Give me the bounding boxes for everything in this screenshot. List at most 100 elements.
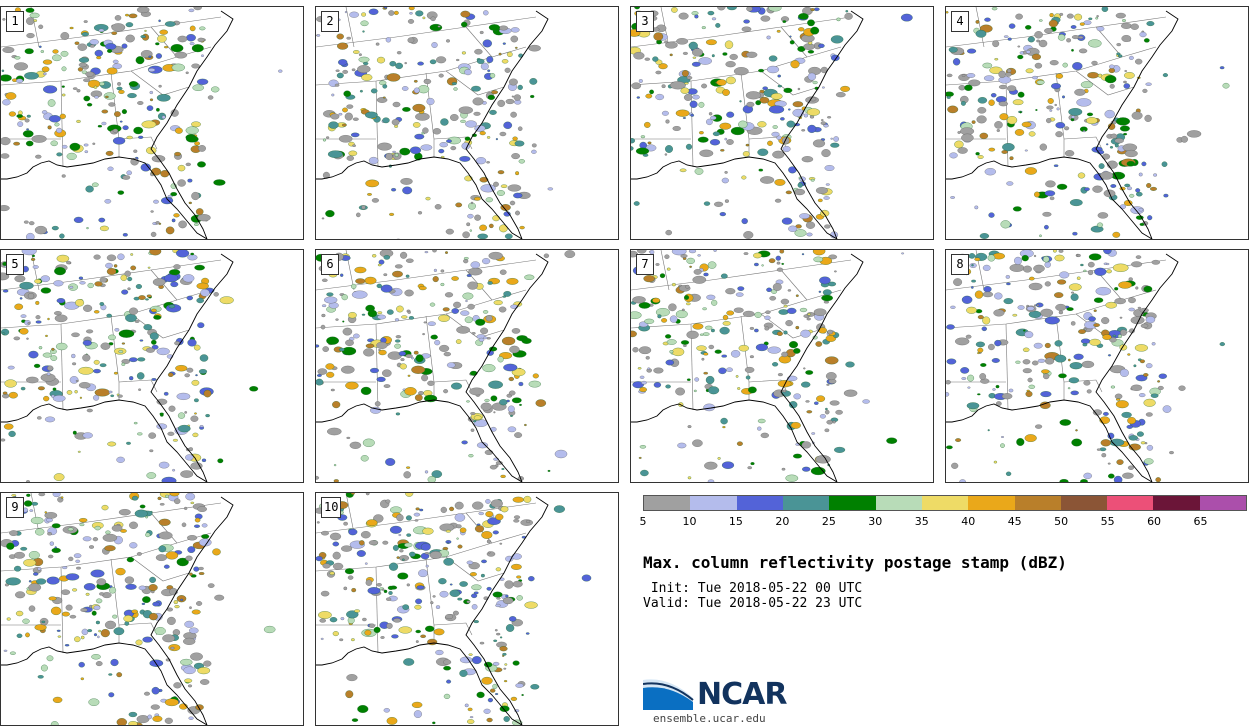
echo-cell (364, 276, 377, 285)
echo-cell (496, 190, 505, 196)
echo-cell (93, 359, 100, 365)
echo-cell (351, 638, 355, 642)
echo-cell (418, 286, 427, 291)
echo-cell (484, 449, 494, 455)
echo-cell (480, 184, 496, 193)
echo-cell (38, 346, 43, 350)
echo-cell (666, 339, 677, 345)
echo-cell (93, 85, 98, 89)
echo-cell (8, 391, 18, 399)
echo-cell (398, 626, 413, 634)
echo-cell (707, 479, 715, 482)
echo-cell (466, 400, 470, 403)
echo-cell (980, 363, 987, 367)
echo-cell (952, 58, 961, 66)
echo-cell (150, 704, 160, 710)
echo-cell (42, 352, 52, 358)
echo-cell (424, 251, 429, 254)
echo-cell (177, 179, 186, 187)
echo-cell (89, 44, 95, 48)
echo-cell (429, 59, 437, 65)
echo-cell (686, 302, 691, 306)
echo-cell (1055, 303, 1067, 311)
echo-cell (676, 38, 689, 45)
echo-cell (440, 269, 445, 273)
echo-cell (699, 131, 704, 135)
echo-cell (8, 111, 16, 117)
echo-cell (389, 61, 397, 67)
echo-cell (1044, 224, 1049, 230)
echo-cell (177, 35, 188, 43)
echo-cell (172, 468, 176, 472)
echo-cell (724, 171, 728, 174)
echo-cell (1003, 298, 1014, 305)
echo-cell (504, 580, 514, 589)
echo-cell (348, 150, 358, 156)
echo-cell (830, 137, 833, 140)
echo-cell (168, 304, 176, 309)
echo-cell (1064, 150, 1075, 157)
echo-cell (2, 99, 11, 106)
echo-cell (738, 120, 748, 129)
echo-cell (824, 224, 831, 229)
echo-cell (368, 623, 376, 628)
echo-cell (813, 256, 824, 263)
echo-cell (499, 646, 508, 652)
echo-cell (1044, 281, 1051, 287)
echo-cell (1066, 13, 1074, 19)
echo-cell (23, 220, 29, 224)
echo-cell (127, 287, 131, 291)
echo-cell (46, 372, 51, 376)
echo-cell (95, 598, 103, 604)
echo-cell (87, 282, 94, 289)
echo-cell (116, 456, 125, 463)
echo-cell (128, 721, 138, 725)
echo-cell (499, 399, 508, 406)
echo-cell (1127, 465, 1135, 470)
echo-cell (28, 605, 36, 612)
echo-cell (988, 343, 995, 351)
echo-cell (170, 646, 175, 650)
echo-cell (495, 603, 501, 608)
echo-cell (688, 250, 697, 254)
echo-cell (114, 111, 121, 117)
echo-cell (503, 667, 507, 670)
echo-cell (213, 179, 226, 186)
echo-cell (510, 27, 520, 33)
echo-cell (499, 636, 503, 639)
echo-cell (37, 567, 42, 571)
echo-cell (396, 556, 400, 559)
echo-cell (1044, 28, 1053, 34)
echo-cell (726, 139, 734, 145)
echo-cell (438, 73, 444, 78)
echo-cell (55, 342, 68, 351)
echo-cell (1146, 444, 1154, 451)
echo-cell (77, 67, 83, 72)
echo-cell (451, 82, 457, 86)
echo-cell (975, 29, 987, 38)
echo-cell (1093, 323, 1100, 327)
echo-cell (790, 422, 801, 429)
echo-cell (511, 563, 522, 570)
echo-cell (1142, 88, 1148, 93)
echo-cell (357, 705, 369, 713)
echo-cell (639, 375, 645, 379)
echo-cell (93, 254, 101, 260)
echo-cell (129, 521, 138, 529)
echo-cell (1002, 143, 1015, 152)
echo-cell (353, 333, 360, 339)
echo-cell (770, 93, 783, 100)
echo-cell (531, 149, 537, 154)
echo-cell (1144, 442, 1148, 445)
echo-cell (117, 253, 125, 261)
echo-cell (782, 389, 787, 393)
echo-cell (798, 27, 805, 32)
echo-cell (801, 253, 805, 256)
echo-cell (1, 153, 10, 159)
echo-cell (165, 226, 175, 235)
echo-cell (984, 168, 996, 176)
echo-cell (720, 273, 728, 279)
echo-cell (982, 264, 991, 271)
echo-cell (101, 121, 107, 126)
echo-cell (34, 225, 47, 235)
